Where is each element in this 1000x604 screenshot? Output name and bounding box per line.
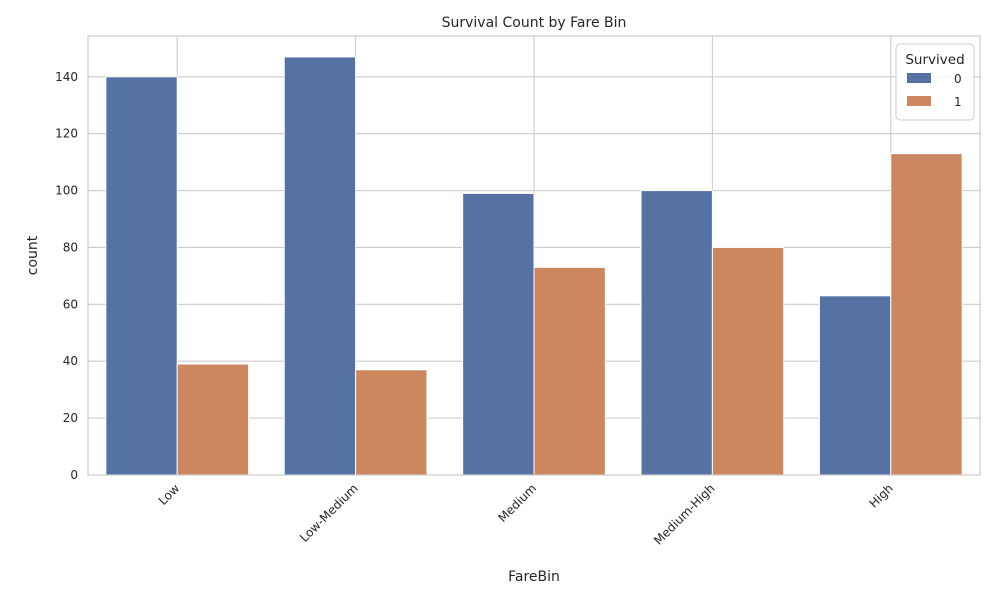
y-tick-label: 100 [55, 184, 78, 198]
y-tick-label: 80 [63, 240, 78, 254]
bar-medium-high-survived-0 [640, 190, 713, 476]
bar-medium-survived-1 [533, 266, 606, 476]
x-tick-label: Medium [495, 481, 539, 525]
legend-swatch-series-0 [907, 73, 931, 83]
bar-low-medium-survived-0 [283, 56, 357, 476]
bar-high-survived-1 [890, 153, 963, 476]
legend-label-series-0: 0 [954, 72, 962, 86]
bars [105, 56, 963, 476]
plot-frame [87, 35, 981, 476]
legend-title: Survived [905, 52, 964, 68]
y-tick-label: 120 [55, 127, 78, 141]
x-tick-labels: Low Low-Medium Medium Medium-High High [156, 481, 896, 548]
y-tick-label: 60 [63, 297, 78, 311]
x-tick-label: Medium-High [651, 481, 717, 547]
bar-low-survived-1 [176, 363, 250, 476]
bar-medium-high-survived-1 [711, 246, 785, 476]
y-tick-label: 40 [63, 354, 78, 368]
chart-title: Survival Count by Fare Bin [442, 15, 627, 31]
x-tick-label: High [867, 481, 896, 510]
bar-low-survived-0 [105, 76, 178, 476]
x-tick-label: Low-Medium [297, 481, 361, 545]
legend-swatch-series-1 [907, 96, 931, 106]
bar-medium-survived-0 [462, 192, 535, 476]
y-axis-label: count [25, 235, 41, 275]
legend: Survived 0 1 [895, 43, 975, 121]
bar-low-medium-survived-1 [355, 369, 428, 476]
y-tick-label: 140 [55, 70, 78, 84]
y-tick-label: 20 [63, 411, 78, 425]
bar-high-survived-0 [818, 295, 892, 476]
x-axis-label: FareBin [508, 569, 560, 585]
y-tick-labels: 0 20 40 60 80 100 120 140 [55, 70, 78, 482]
y-tick-label: 0 [70, 468, 78, 482]
legend-label-series-1: 1 [954, 95, 962, 109]
x-tick-label: Low [156, 481, 183, 508]
